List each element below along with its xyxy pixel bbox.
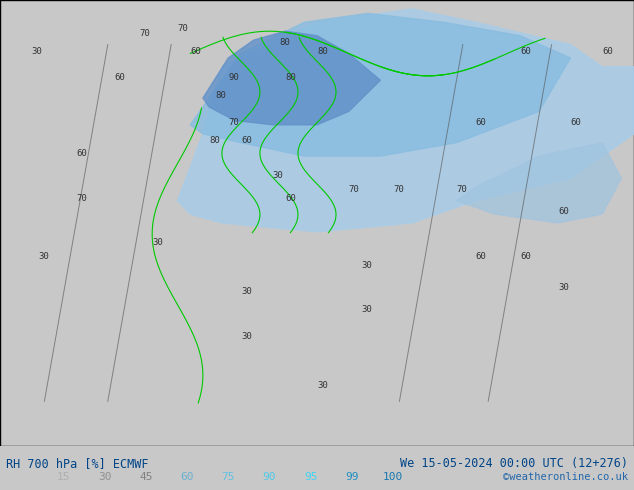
Text: 95: 95 (304, 472, 318, 482)
Text: 60: 60 (520, 252, 531, 261)
Text: 70: 70 (393, 185, 404, 194)
Text: 30: 30 (317, 381, 328, 390)
Text: 30: 30 (152, 238, 163, 247)
Text: 30: 30 (241, 332, 252, 341)
Text: 30: 30 (273, 172, 283, 180)
Text: 80: 80 (317, 47, 328, 55)
Text: 100: 100 (383, 472, 403, 482)
FancyBboxPatch shape (0, 0, 634, 446)
Text: 60: 60 (190, 47, 201, 55)
Text: 60: 60 (241, 136, 252, 145)
Text: 70: 70 (456, 185, 467, 194)
Text: 60: 60 (520, 47, 531, 55)
Text: 60: 60 (114, 74, 125, 82)
Text: 70: 70 (76, 194, 87, 203)
Text: 60: 60 (558, 207, 569, 216)
Text: 60: 60 (285, 194, 296, 203)
Text: ©weatheronline.co.uk: ©weatheronline.co.uk (503, 472, 628, 482)
Polygon shape (203, 31, 380, 125)
Text: RH 700 hPa [%] ECMWF: RH 700 hPa [%] ECMWF (6, 457, 149, 470)
Polygon shape (178, 9, 634, 232)
Text: 70: 70 (178, 24, 188, 33)
Text: 30: 30 (361, 261, 372, 270)
Text: 30: 30 (558, 283, 569, 292)
Text: 60: 60 (571, 118, 581, 127)
Text: 80: 80 (209, 136, 220, 145)
Text: 99: 99 (345, 472, 359, 482)
Text: 70: 70 (228, 118, 239, 127)
Text: 60: 60 (76, 149, 87, 158)
Text: 60: 60 (602, 47, 613, 55)
Text: 30: 30 (38, 252, 49, 261)
Text: 70: 70 (349, 185, 359, 194)
Polygon shape (456, 143, 621, 223)
Text: 60: 60 (180, 472, 194, 482)
Text: We 15-05-2024 00:00 UTC (12+276): We 15-05-2024 00:00 UTC (12+276) (399, 457, 628, 470)
Text: 30: 30 (98, 472, 112, 482)
Text: 30: 30 (32, 47, 42, 55)
Text: 80: 80 (285, 74, 296, 82)
Text: 80: 80 (216, 91, 226, 100)
Text: 60: 60 (476, 118, 486, 127)
Text: 70: 70 (139, 29, 150, 38)
Text: 80: 80 (279, 38, 290, 47)
Text: 30: 30 (361, 305, 372, 314)
Text: 90: 90 (228, 74, 239, 82)
Text: 45: 45 (139, 472, 153, 482)
Text: 15: 15 (56, 472, 70, 482)
Text: 60: 60 (476, 252, 486, 261)
Text: 90: 90 (262, 472, 276, 482)
Text: 30: 30 (241, 287, 252, 296)
Text: 75: 75 (221, 472, 235, 482)
Polygon shape (190, 13, 571, 156)
